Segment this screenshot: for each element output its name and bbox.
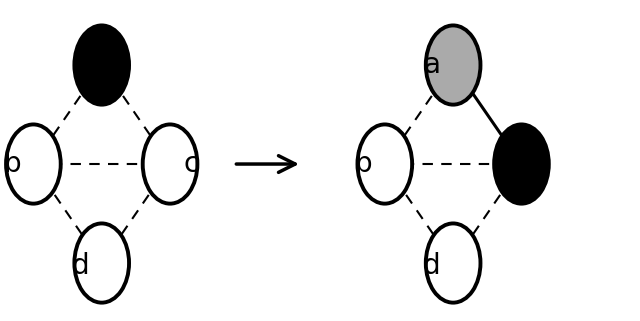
Text: d: d xyxy=(423,252,440,280)
Circle shape xyxy=(494,125,549,204)
Circle shape xyxy=(143,125,197,204)
Text: b: b xyxy=(355,150,372,178)
Circle shape xyxy=(74,25,129,105)
Text: c: c xyxy=(535,150,550,178)
Text: c: c xyxy=(184,150,199,178)
Circle shape xyxy=(426,25,481,105)
Text: b: b xyxy=(3,150,20,178)
Circle shape xyxy=(426,223,481,303)
Text: a: a xyxy=(72,51,89,79)
Circle shape xyxy=(358,125,412,204)
Circle shape xyxy=(74,223,129,303)
Circle shape xyxy=(6,125,61,204)
Text: d: d xyxy=(72,252,89,280)
Text: a: a xyxy=(423,51,440,79)
